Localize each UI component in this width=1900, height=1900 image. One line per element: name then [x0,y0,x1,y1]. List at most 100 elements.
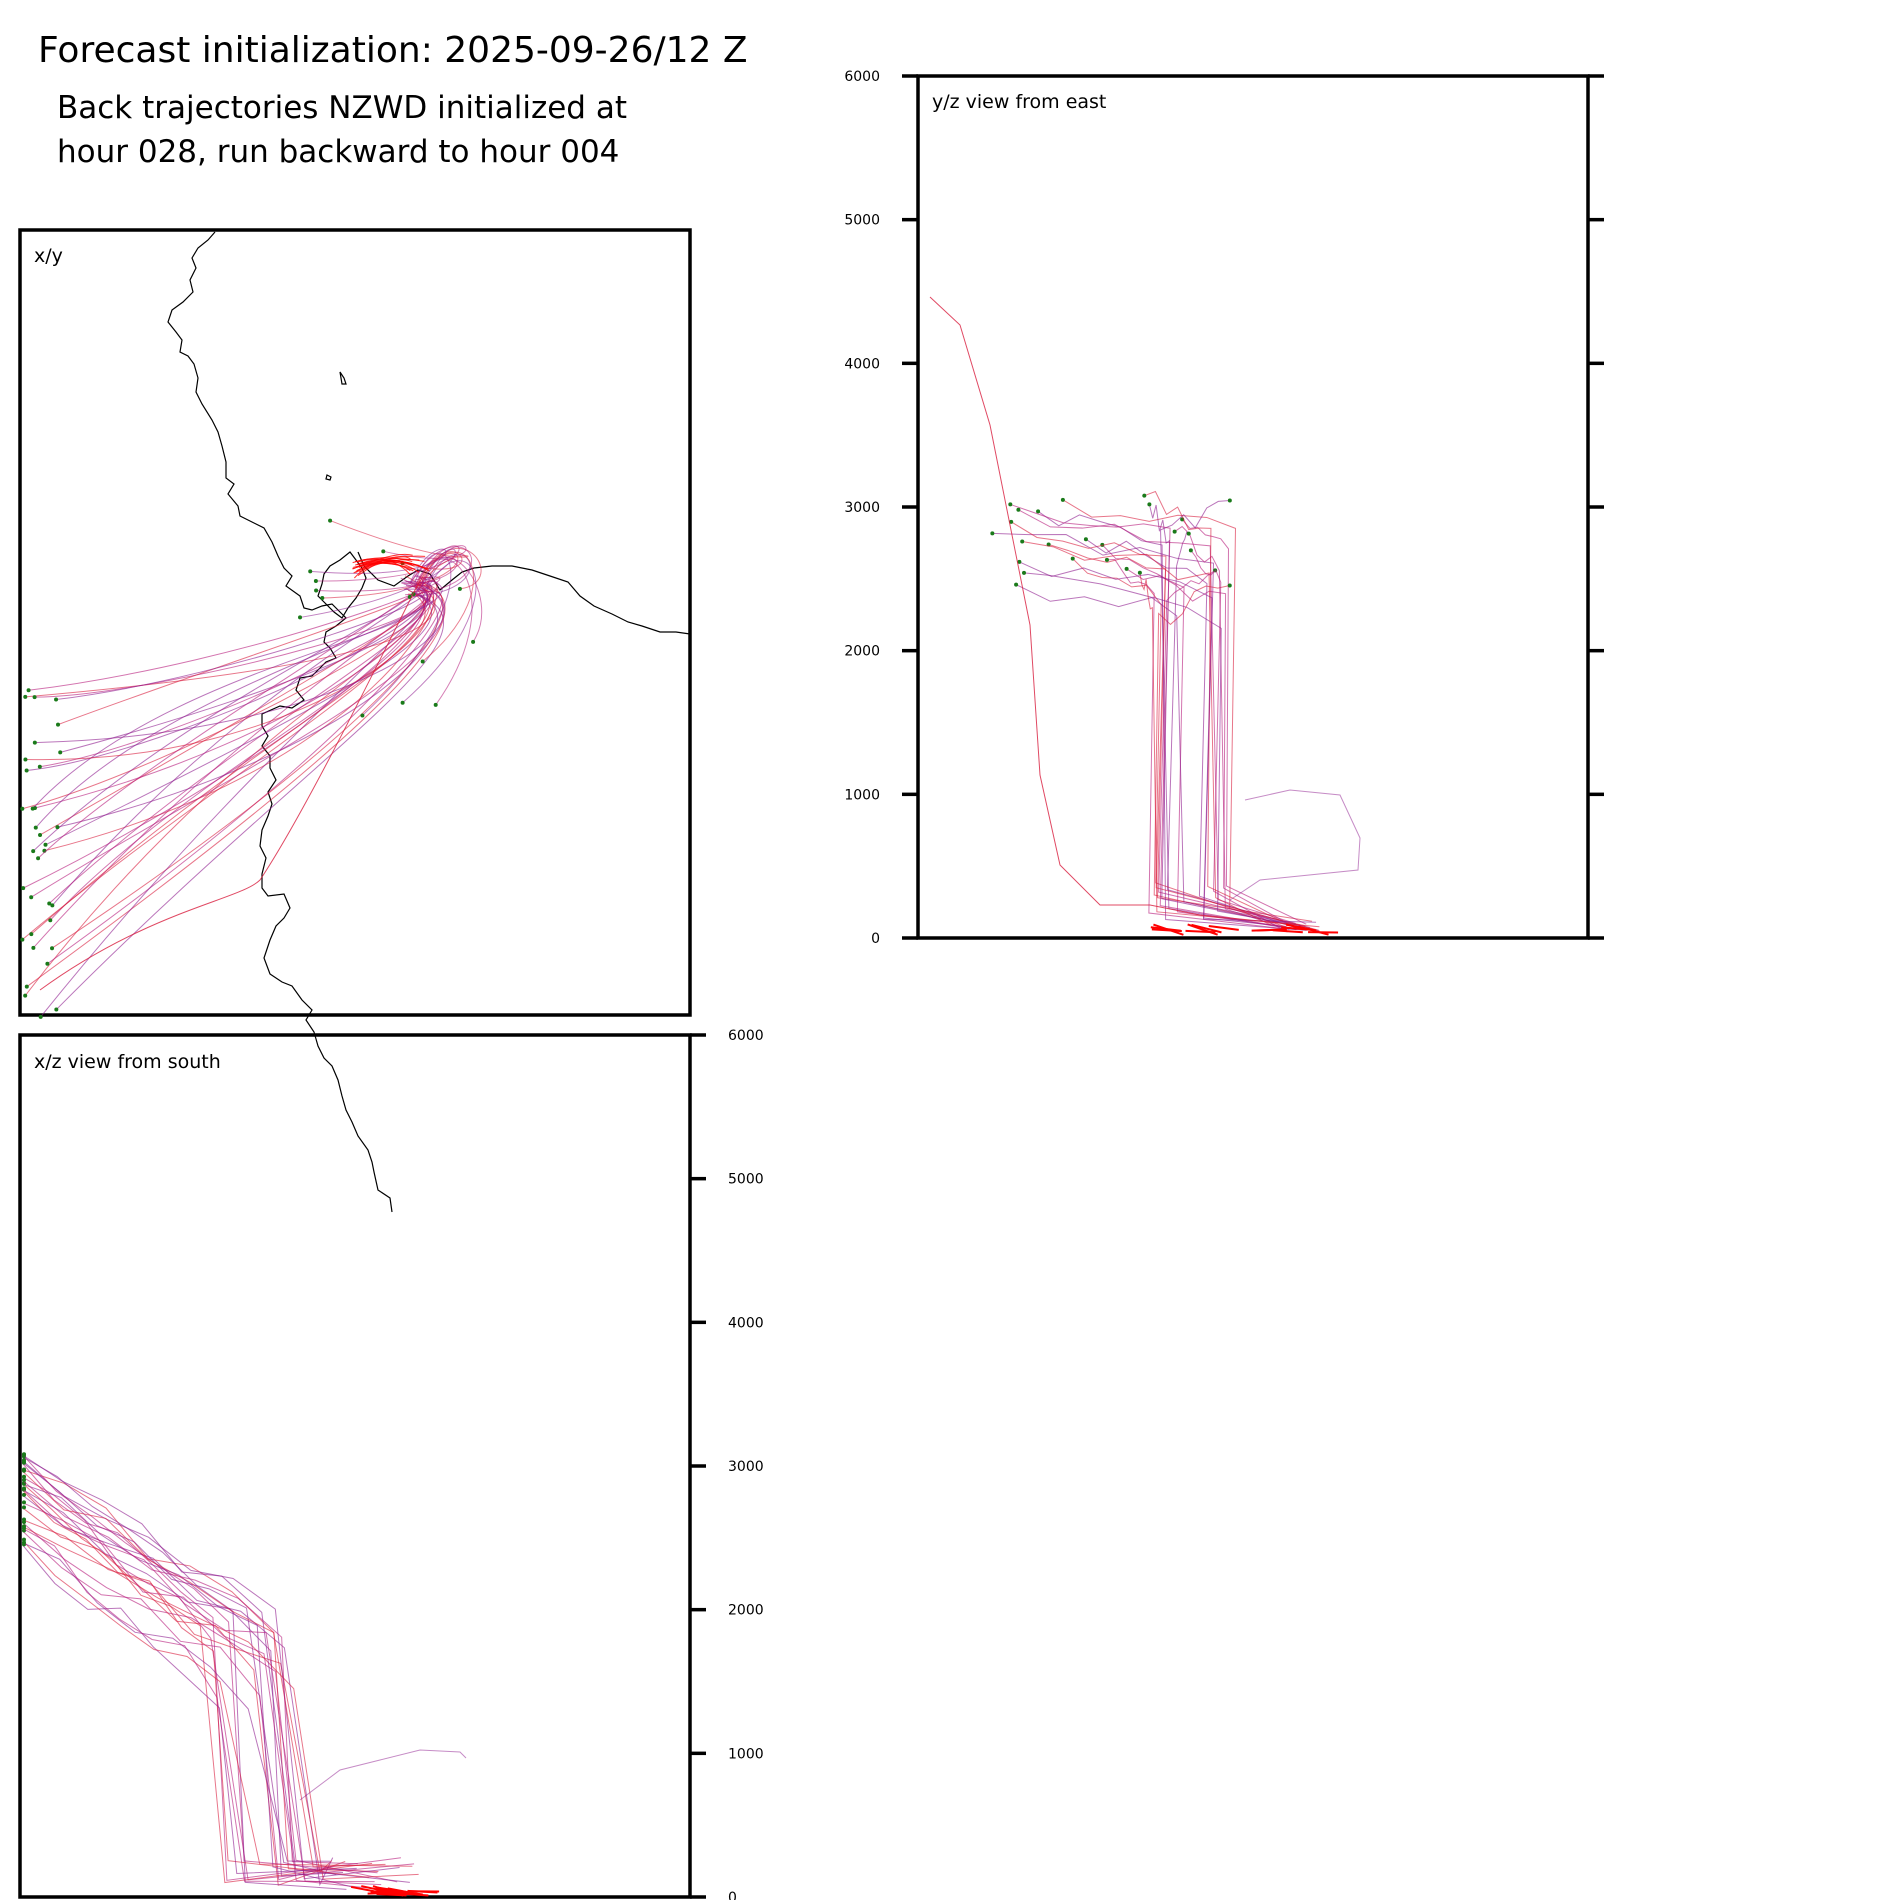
trajectory-start-marker [381,549,386,554]
trajectory-start-marker [23,694,28,699]
trajectory-start-marker [1017,559,1022,564]
trajectory-line [21,1506,346,1886]
trajectory-line [21,1483,354,1888]
trajectory-line [26,582,446,988]
trajectory-start-marker [990,531,995,536]
trajectory-start-marker [457,586,462,591]
yz-y-axis: 0 1000 2000 3000 4000 5000 6000 [844,69,1604,947]
trajectory-line [21,1456,347,1890]
trajectory-line [1062,499,1306,927]
trajectory-line [1106,559,1289,930]
trajectory-line [1022,541,1272,926]
y-tick-label: 0 [871,931,880,947]
trajectory-start-marker [1104,557,1109,562]
trajectory-loop-line [415,551,475,662]
trajectory-start-marker [1008,502,1013,507]
trajectory-line [1072,558,1288,929]
trajectory-start-marker [36,856,41,861]
trajectory-start-marker [22,1460,26,1465]
trajectory-line [1229,789,1361,901]
trajectory-start-marker [38,832,43,837]
trajectory-line [21,1462,401,1881]
trajectory-start-marker [58,750,63,755]
trajectory-end-segment [1208,925,1239,931]
y-tick-label: 6000 [728,1028,764,1044]
trajectory-line [39,590,432,836]
trajectory-line [1010,521,1313,922]
trajectory-line [299,1749,467,1801]
trajectory-start-marker [54,697,59,702]
trajectory-start-marker [26,688,31,693]
trajectory-start-marker [23,757,28,762]
trajectory-start-marker [29,932,34,937]
trajectory-start-marker [1009,519,1014,524]
trajectory-start-marker [43,842,48,847]
y-tick-label: 4000 [728,1315,764,1331]
trajectory-start-marker [22,1468,26,1473]
trajectory-line [1190,550,1288,933]
trajectory-start-marker [1016,507,1021,512]
trajectory-end-segment [1256,928,1287,932]
trajectory-line [21,1459,400,1880]
yz-panel: y/z view from east 0 1000 2000 3000 4000 5000… [844,69,1604,947]
trajectory-line [21,1521,398,1883]
trajectory-line [21,1542,331,1862]
trajectory-line [25,582,435,760]
trajectory-start-marker [30,806,35,811]
trajectory-start-marker [31,945,36,950]
xz-trajectories [21,1452,467,1897]
trajectory-line [37,578,426,859]
subtitle-line-1: Back trajectories NZWD initialized at [57,90,627,126]
trajectory-start-marker [24,984,29,989]
trajectory-line [21,1544,357,1875]
trajectory-start-marker [20,937,25,942]
trajectory-start-marker [1060,497,1065,502]
trajectory-line [1010,503,1298,930]
y-tick-label: 2000 [844,644,880,660]
trajectory-line [34,581,445,744]
y-tick-label: 0 [728,1890,737,1900]
trajectory-start-marker [320,596,325,601]
trajectory-start-marker [22,1486,26,1491]
coastline [167,231,393,1213]
trajectory-start-marker [1172,529,1177,534]
trajectory-end-segment [361,1885,392,1894]
trajectory-line [992,532,1287,927]
trajectory-start-marker [471,639,476,644]
trajectory-loop-line [402,560,477,704]
trajectory-long-line [929,296,1301,926]
xy-panel: x/y [18,228,692,1213]
trajectory-start-marker [22,1540,26,1545]
y-tick-label: 1000 [728,1746,764,1762]
trajectory-line [21,1454,410,1883]
forecast-title: Forecast initialization: 2025-09-26/12 Z [38,30,748,71]
trajectory-start-marker [22,1474,26,1479]
trajectory-start-marker [56,722,61,727]
trajectory-line [21,1453,378,1874]
xy-frame [18,228,692,1017]
trajectory-start-marker [1021,570,1026,575]
trajectory-line [21,1488,382,1886]
trajectory-start-marker [37,764,42,769]
trajectory-line [25,575,436,698]
trajectory-start-marker [1227,583,1232,588]
trajectory-line [55,589,445,1010]
trajectory-line [21,1530,331,1881]
trajectory-line [1018,509,1296,924]
trajectory-end-segment [1153,923,1184,936]
coastline-south [357,551,691,635]
trajectory-start-marker [22,1505,26,1510]
trajectory-line [57,593,439,828]
island-tiny [325,474,332,481]
xz-panel: x/z view from south 0 1000 2000 3000 4000 500… [18,1028,764,1900]
trajectory-start-marker [433,702,438,707]
trajectory-start-marker [328,518,333,523]
trajectory-line [21,1539,413,1867]
trajectory-start-marker [22,1537,26,1542]
y-tick-label: 3000 [728,1459,764,1475]
trajectory-start-marker [38,1014,43,1019]
trajectory-line [21,1479,358,1865]
y-tick-label: 6000 [844,69,880,85]
trajectory-line [21,1482,373,1884]
trajectory-start-marker [32,695,37,700]
